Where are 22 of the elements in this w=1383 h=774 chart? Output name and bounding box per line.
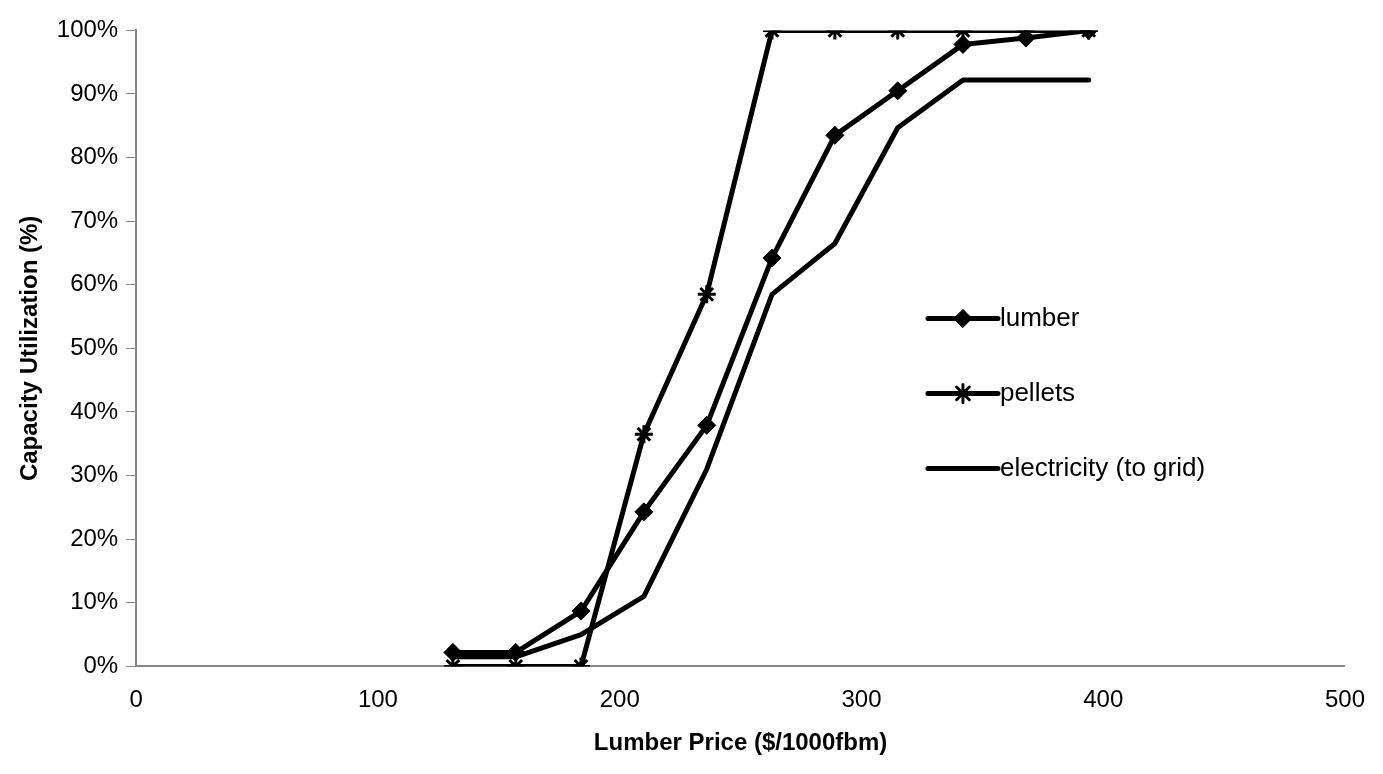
y-tick-label: 90% bbox=[70, 78, 119, 106]
x-tick-label: 400 bbox=[1083, 685, 1124, 713]
y-tick-label: 100% bbox=[56, 15, 119, 43]
x-tick-label: 500 bbox=[1324, 685, 1365, 713]
legend-label: pellets bbox=[999, 376, 1076, 407]
y-tick-label: 0% bbox=[83, 651, 119, 679]
x-axis-title: Lumber Price ($/1000fbm) bbox=[593, 728, 888, 756]
y-tick-label: 80% bbox=[70, 142, 119, 170]
y-tick-label: 20% bbox=[70, 523, 119, 551]
y-tick-label: 10% bbox=[70, 587, 119, 615]
y-tick-label: 30% bbox=[70, 460, 119, 488]
y-tick-label: 50% bbox=[70, 333, 119, 361]
y-axis-title: Capacity Utilization (%) bbox=[15, 215, 43, 482]
y-tick-label: 60% bbox=[70, 269, 119, 297]
x-tick-label: 100 bbox=[357, 685, 398, 713]
legend-label: electricity (to grid) bbox=[999, 451, 1206, 482]
y-tick-label: 70% bbox=[70, 205, 119, 233]
y-tick-label: 40% bbox=[70, 396, 119, 424]
x-tick-label: 0 bbox=[129, 685, 143, 713]
legend-label: lumber bbox=[999, 301, 1080, 332]
x-tick-label: 300 bbox=[841, 685, 882, 713]
x-tick-label: 200 bbox=[599, 685, 640, 713]
